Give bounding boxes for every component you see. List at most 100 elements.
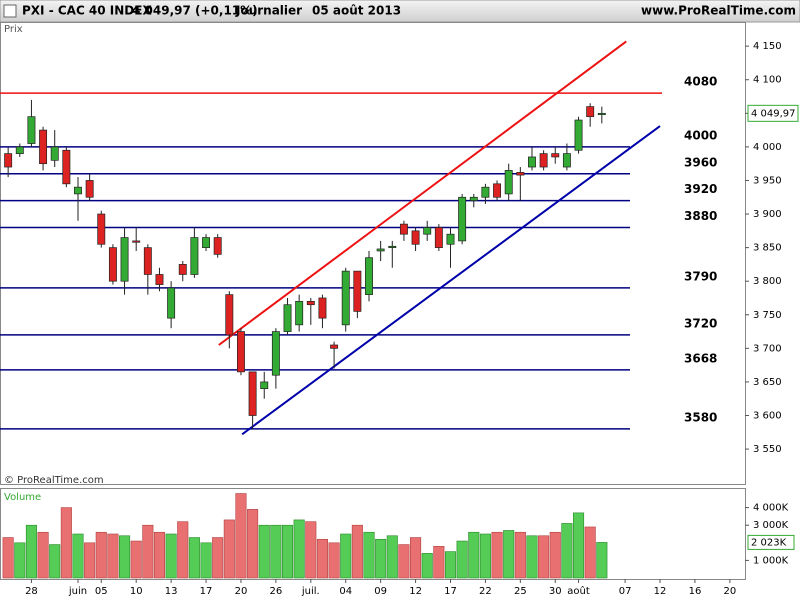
candle-body [376, 248, 385, 252]
date: 05 août 2013 [312, 4, 401, 18]
volume-bar [549, 531, 561, 579]
candle-body [260, 381, 269, 389]
x-tick-label: 07 [619, 586, 632, 597]
level-label: 3668 [684, 351, 717, 365]
volume-bar [14, 542, 26, 579]
candle-body [50, 146, 59, 161]
candle-body [411, 230, 420, 245]
x-tick-label: août [567, 585, 590, 597]
candle-body [225, 294, 234, 336]
y-tick-label: 3 600 [753, 411, 782, 422]
candle-body [4, 153, 13, 168]
candle-body [27, 116, 36, 144]
symbol: PXI - CAC 40 INDEX [22, 4, 152, 18]
volume-bar [561, 523, 573, 579]
volume-bar [386, 535, 398, 579]
x-tick-label: 20 [724, 586, 737, 597]
volume-bar [153, 531, 166, 579]
x-tick-label: 20 [235, 586, 248, 597]
x-tick-label: 05 [95, 586, 108, 597]
candle-body [551, 153, 560, 158]
level-label: 3720 [684, 316, 717, 330]
volume-bar [351, 524, 363, 579]
volume-bar [433, 546, 445, 579]
candle-body [248, 371, 257, 416]
candle-body [353, 270, 362, 312]
candle-body [469, 196, 478, 201]
volume-bar [421, 553, 433, 579]
volume-bar [235, 493, 247, 579]
volume-bar [444, 551, 457, 579]
volume-bar [479, 533, 491, 579]
volume-bar [305, 521, 317, 579]
y-tick-label: 3 700 [753, 343, 782, 354]
candle-body [74, 186, 82, 195]
level-label: 3880 [684, 209, 717, 223]
volume-bar [398, 544, 410, 579]
volume-bar [468, 531, 480, 579]
level-label: 3960 [684, 155, 717, 169]
y-tick-label: 3 750 [753, 310, 782, 321]
volume-bar [84, 542, 96, 579]
candle-body [39, 129, 48, 165]
candle-body [167, 287, 176, 319]
volume-bar [340, 533, 352, 579]
x-tick-label: 16 [689, 586, 702, 597]
trend-line [218, 40, 627, 346]
level-label: 3920 [684, 182, 717, 196]
x-tick-label: 10 [130, 586, 143, 597]
volume-label: Volume [4, 492, 41, 503]
volume-bar [514, 531, 526, 579]
candle-body [528, 156, 536, 168]
volume-bar [573, 512, 585, 579]
volume-bar [200, 542, 212, 579]
candle-body [586, 106, 595, 118]
volume-bar [538, 535, 550, 579]
candle-body [306, 300, 315, 306]
x-tick-label: 26 [270, 586, 283, 597]
volume-bar [130, 540, 142, 579]
last-volume-label: 2 023K [751, 537, 787, 548]
header-icon [3, 4, 17, 18]
volume-bar [177, 521, 189, 579]
x-tick-label: 25 [514, 586, 527, 597]
y-tick-label: 3 850 [753, 243, 782, 254]
x-tick-label: 17 [200, 586, 213, 597]
candle-body [597, 112, 606, 116]
volume-bar [270, 524, 282, 579]
candle-body [120, 237, 129, 282]
period: Journalier [235, 4, 302, 18]
copyright: © ProRealTime.com [4, 475, 104, 486]
level-label: 4000 [684, 128, 717, 142]
volume-bar [316, 538, 328, 579]
volume-bar [258, 524, 270, 579]
candle-body [388, 245, 397, 248]
volume-bar [491, 531, 503, 579]
candle-body [213, 237, 222, 255]
volume-bar [2, 537, 14, 579]
y-tick-label: 3 800 [753, 276, 782, 287]
volume-bar [584, 526, 596, 579]
candle-body [108, 247, 117, 282]
x-tick-label: 22 [479, 586, 492, 597]
volume-bar [107, 533, 119, 579]
y-tick-label: 3 550 [753, 444, 782, 455]
candle-body [574, 119, 583, 151]
candle-body [318, 297, 327, 319]
volume-bar [95, 531, 107, 579]
y-tick-label: 4 000 [753, 142, 782, 153]
quote: 4 049,97 (+0,11%) [132, 4, 258, 18]
candle-body [62, 149, 71, 185]
candle-body [155, 274, 164, 285]
x-tick-label: juin [68, 586, 87, 597]
volume-bar [375, 538, 387, 579]
volume-bar [142, 524, 154, 579]
x-tick-label: 12 [654, 586, 667, 597]
volume-bar [60, 507, 72, 579]
volume-tick-label: 3 000K [753, 520, 789, 531]
trend-line [241, 125, 661, 436]
volume-bar [526, 535, 538, 579]
candle-body [365, 257, 373, 295]
y-tick-label: 3 950 [753, 175, 782, 186]
candle-body [15, 146, 24, 154]
